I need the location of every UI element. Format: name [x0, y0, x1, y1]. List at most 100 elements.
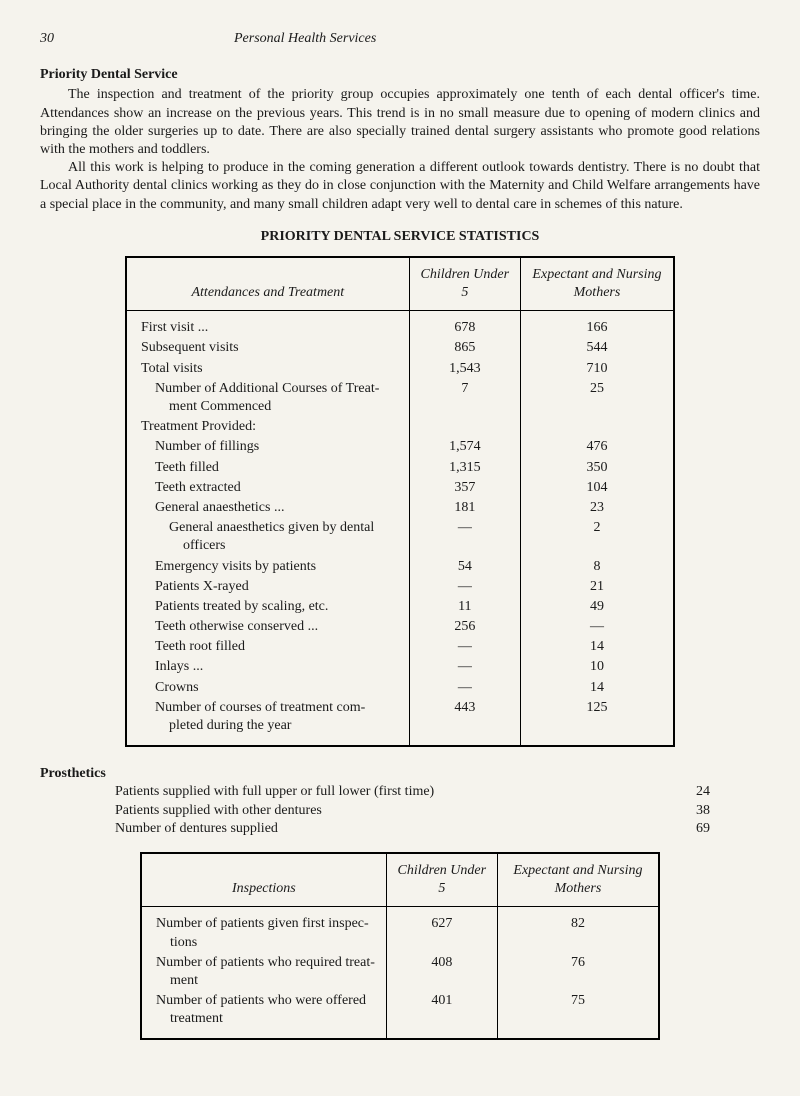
row-value-children: 1,543 — [409, 359, 520, 379]
row-value-children: — — [409, 678, 520, 698]
table-header-row: Attendances and Treatment Children Under… — [126, 257, 674, 311]
prosthetics-label: Number of dentures supplied — [115, 820, 278, 838]
row-value-mothers: 14 — [520, 637, 674, 657]
body-paragraph-2: All this work is helping to produce in t… — [40, 159, 760, 214]
row-label: Patients X-rayed — [126, 577, 409, 597]
row-value-mothers: 10 — [520, 657, 674, 677]
row-value-mothers: 350 — [520, 458, 674, 478]
header-title: Personal Health Services — [234, 30, 376, 48]
prosthetics-row: Patients supplied with full upper or ful… — [40, 783, 760, 801]
table1-title: PRIORITY DENTAL SERVICE STATISTICS — [40, 228, 760, 246]
row-label: General anaesthetics ... — [126, 498, 409, 518]
row-value-mothers: 710 — [520, 359, 674, 379]
row-value-mothers: 23 — [520, 498, 674, 518]
table2-col3-header: Expectant and Nursing Mothers — [497, 853, 659, 907]
row-value-mothers: 476 — [520, 437, 674, 457]
row-value-mothers: 2 — [520, 518, 674, 556]
row-value-mothers: 76 — [497, 953, 659, 991]
section-title: Priority Dental Service — [40, 66, 760, 84]
row-value-mothers: 21 — [520, 577, 674, 597]
row-value-children: — — [409, 577, 520, 597]
table-row: Number of courses of treatment com-plete… — [126, 698, 674, 746]
table-row: General anaesthetics ...18123 — [126, 498, 674, 518]
row-value-children: — — [409, 657, 520, 677]
statistics-table: Attendances and Treatment Children Under… — [125, 256, 675, 747]
row-label: Number of patients who required treat-me… — [141, 953, 386, 991]
row-value-mothers: 14 — [520, 678, 674, 698]
row-value-mothers: — — [520, 617, 674, 637]
row-label: Treatment Provided: — [126, 417, 409, 437]
row-value-mothers: 166 — [520, 311, 674, 339]
row-value-mothers: 544 — [520, 338, 674, 358]
table2-col2-header: Children Under 5 — [386, 853, 497, 907]
row-value-children — [409, 417, 520, 437]
row-value-children: 181 — [409, 498, 520, 518]
table-row: Number of patients given first inspec-ti… — [141, 907, 659, 953]
table1-col1-header: Attendances and Treatment — [126, 257, 409, 311]
row-label: Teeth filled — [126, 458, 409, 478]
prosthetics-value: 24 — [696, 783, 710, 801]
row-label: Inlays ... — [126, 657, 409, 677]
table-row: Inlays ...—10 — [126, 657, 674, 677]
row-label: General anaesthetics given by dentaloffi… — [126, 518, 409, 556]
row-label: Number of patients given first inspec-ti… — [141, 907, 386, 953]
row-value-children: — — [409, 637, 520, 657]
table-row: Number of fillings1,574476 — [126, 437, 674, 457]
row-value-mothers: 82 — [497, 907, 659, 953]
row-value-mothers: 75 — [497, 991, 659, 1039]
table-row: Teeth otherwise conserved ...256— — [126, 617, 674, 637]
table2-col1-header: Inspections — [141, 853, 386, 907]
table-row: Subsequent visits865544 — [126, 338, 674, 358]
row-value-children: 401 — [386, 991, 497, 1039]
table-row: Number of patients who were offeredtreat… — [141, 991, 659, 1039]
row-label: Teeth extracted — [126, 478, 409, 498]
row-label: First visit ... — [126, 311, 409, 339]
row-label: Patients treated by scaling, etc. — [126, 597, 409, 617]
row-label: Teeth otherwise conserved ... — [126, 617, 409, 637]
table-row: Teeth filled1,315350 — [126, 458, 674, 478]
row-value-mothers: 104 — [520, 478, 674, 498]
row-label: Number of Additional Courses of Treat-me… — [126, 379, 409, 417]
row-value-mothers: 125 — [520, 698, 674, 746]
prosthetics-label: Patients supplied with other dentures — [115, 802, 322, 820]
prosthetics-title: Prosthetics — [40, 765, 760, 783]
table-row: Patients treated by scaling, etc.1149 — [126, 597, 674, 617]
table-row: Total visits1,543710 — [126, 359, 674, 379]
page-header: 30 Personal Health Services — [40, 30, 760, 48]
table-row: Emergency visits by patients548 — [126, 557, 674, 577]
row-value-mothers — [520, 417, 674, 437]
row-value-children: 1,315 — [409, 458, 520, 478]
table-row: First visit ...678166 — [126, 311, 674, 339]
table-row: Treatment Provided: — [126, 417, 674, 437]
prosthetics-value: 69 — [696, 820, 710, 838]
table-row: Number of Additional Courses of Treat-me… — [126, 379, 674, 417]
row-value-children: 7 — [409, 379, 520, 417]
row-label: Teeth root filled — [126, 637, 409, 657]
table-row: General anaesthetics given by dentaloffi… — [126, 518, 674, 556]
prosthetics-label: Patients supplied with full upper or ful… — [115, 783, 434, 801]
prosthetics-value: 38 — [696, 802, 710, 820]
inspections-table: Inspections Children Under 5 Expectant a… — [140, 852, 660, 1041]
row-value-children: 627 — [386, 907, 497, 953]
table-row: Patients X-rayed—21 — [126, 577, 674, 597]
row-value-mothers: 49 — [520, 597, 674, 617]
row-label: Number of courses of treatment com-plete… — [126, 698, 409, 746]
row-value-mothers: 25 — [520, 379, 674, 417]
row-value-children: 678 — [409, 311, 520, 339]
row-value-children: 357 — [409, 478, 520, 498]
row-value-children: 865 — [409, 338, 520, 358]
table-row: Teeth extracted357104 — [126, 478, 674, 498]
row-label: Emergency visits by patients — [126, 557, 409, 577]
row-value-children: 1,574 — [409, 437, 520, 457]
prosthetics-list: Patients supplied with full upper or ful… — [40, 783, 760, 838]
row-value-children: 443 — [409, 698, 520, 746]
prosthetics-row: Patients supplied with other dentures 38 — [40, 802, 760, 820]
table-row: Number of patients who required treat-me… — [141, 953, 659, 991]
table-row: Teeth root filled—14 — [126, 637, 674, 657]
table1-col3-header: Expectant and Nursing Mothers — [520, 257, 674, 311]
row-label: Number of fillings — [126, 437, 409, 457]
table-row: Crowns—14 — [126, 678, 674, 698]
row-value-mothers: 8 — [520, 557, 674, 577]
row-label: Number of patients who were offeredtreat… — [141, 991, 386, 1039]
row-value-children: 11 — [409, 597, 520, 617]
